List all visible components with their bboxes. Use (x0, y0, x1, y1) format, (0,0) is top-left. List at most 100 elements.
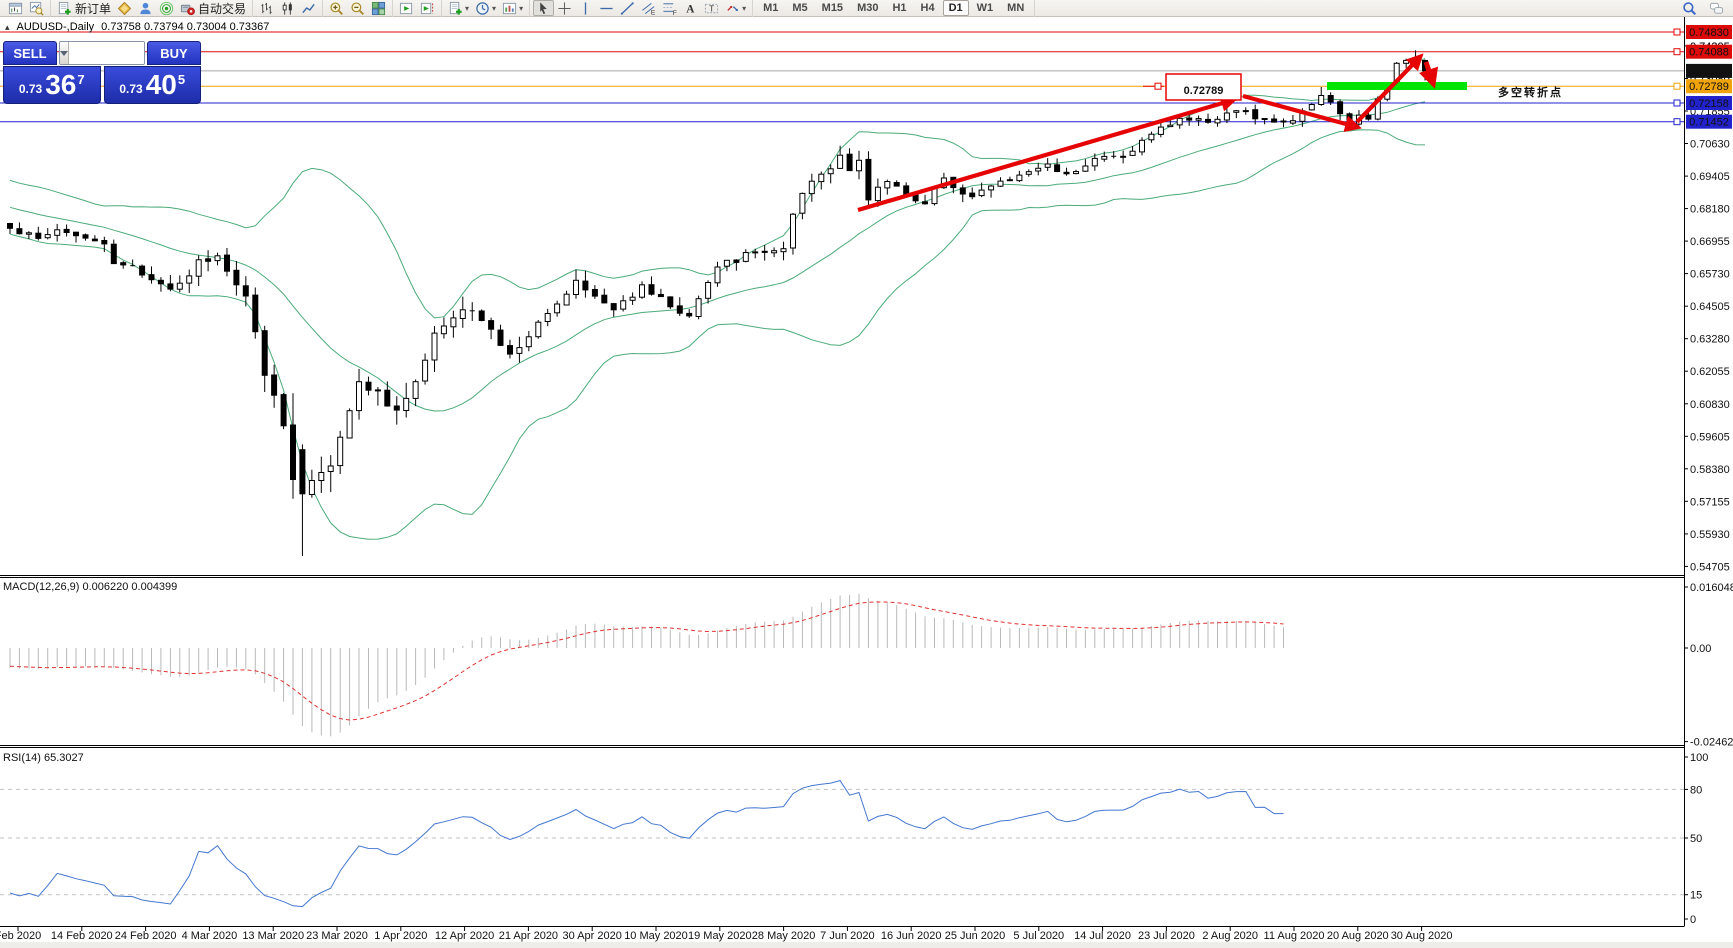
candles-chart-button[interactable] (277, 0, 298, 16)
community-icon (140, 2, 151, 14)
volume-input[interactable] (69, 42, 144, 64)
chart-ohlc: 0.73758 0.73794 0.73004 0.73367 (101, 21, 270, 33)
price-annotation-box[interactable]: 0.72789 (1143, 73, 1242, 101)
toolbar-buttons: 新订单 自动交易 ▾ ▾ ▾ E F A T ▾ M1 M5 M15 M30 H1 H4 D1 W1 MN (2, 0, 1036, 17)
search-button[interactable] (1679, 1, 1700, 17)
svg-text:2 Aug 2020: 2 Aug 2020 (1202, 930, 1258, 942)
toolbar-right-icons (1679, 0, 1727, 17)
autotrade-button[interactable]: 自动交易 (177, 0, 249, 16)
chart-header: ▴ AUDUSD-,Daily 0.73758 0.73794 0.73004 … (5, 21, 269, 33)
tile-windows-button[interactable] (368, 0, 389, 16)
chart-window-icon (8, 2, 23, 14)
svg-text:0.74088: 0.74088 (1689, 47, 1729, 59)
trendline-button[interactable] (617, 0, 638, 16)
timeframe-mn[interactable]: MN (1007, 2, 1025, 14)
timeframe-h4[interactable]: H4 (920, 2, 935, 14)
svg-text:19 May 2020: 19 May 2020 (688, 930, 752, 942)
turning-point-label[interactable]: 多空转折点 (1498, 85, 1563, 99)
chart-window-button[interactable] (5, 0, 26, 16)
pane-borders (0, 17, 1685, 927)
svg-text:0.70630: 0.70630 (1690, 139, 1730, 151)
timeframe-m5[interactable]: M5 (792, 2, 808, 14)
bars-chart-button[interactable] (256, 0, 277, 16)
auto-scroll-button[interactable] (396, 0, 417, 16)
one-click-collapse-icon[interactable]: ▴ (5, 21, 10, 32)
macd-signal-line (9, 601, 1284, 721)
gold-box-button[interactable] (114, 0, 135, 16)
support-zone-highlight[interactable] (1327, 82, 1467, 90)
zoom-in-button[interactable] (326, 0, 347, 16)
svg-text:0.74830: 0.74830 (1689, 27, 1729, 39)
bollinger-band-m (9, 101, 1426, 412)
svg-text:0.72789: 0.72789 (1689, 81, 1729, 93)
timeframe-h1[interactable]: H1 (892, 2, 907, 14)
rsi-label: RSI(14) 65.3027 (3, 752, 84, 764)
svg-text:28 May 2020: 28 May 2020 (752, 930, 816, 942)
toolbar-group-zoom (323, 0, 394, 17)
templates-button[interactable]: ▾ (499, 0, 526, 16)
svg-text:0.60830: 0.60830 (1690, 399, 1730, 411)
svg-text:4 Mar 2020: 4 Mar 2020 (182, 930, 238, 942)
svg-text:14 Jul 2020: 14 Jul 2020 (1074, 930, 1131, 942)
sell-price-main: 36 (45, 69, 77, 100)
volume-decrease-button[interactable] (60, 42, 69, 64)
buy-button[interactable]: BUY (147, 41, 201, 65)
line-chart-button[interactable] (298, 0, 319, 16)
timeframe-m30[interactable]: M30 (857, 2, 879, 14)
periods-button[interactable]: ▾ (472, 0, 499, 16)
macd-label: MACD(12,26,9) 0.006220 0.004399 (3, 581, 177, 593)
timeframe-m1[interactable]: M1 (763, 2, 779, 14)
cursor-button[interactable] (533, 0, 555, 16)
community-button[interactable] (135, 0, 156, 16)
label-button[interactable]: T (701, 0, 722, 16)
text-button[interactable]: A (680, 0, 701, 16)
svg-text:0.55930: 0.55930 (1690, 529, 1730, 541)
new-order-button[interactable]: 新订单 (54, 0, 114, 16)
chart-shift-button[interactable] (417, 0, 438, 16)
svg-text:0.68180: 0.68180 (1690, 204, 1730, 216)
chart-canvas[interactable]: 0.72789 多空转折点 MACD(12,26,9) 0.006220 0.004… (0, 17, 1733, 948)
indicators-button[interactable]: ▾ (445, 0, 472, 16)
horizontal-line-objects[interactable] (0, 28, 1684, 126)
timeframe-w1[interactable]: W1 (976, 2, 994, 14)
data-preview-icon (29, 1, 44, 16)
svg-text:20 Aug 2020: 20 Aug 2020 (1327, 930, 1389, 942)
hline-button[interactable] (596, 0, 617, 16)
svg-text:0.57155: 0.57155 (1690, 496, 1730, 508)
svg-text:5 Jul 2020: 5 Jul 2020 (1013, 930, 1064, 942)
buy-price[interactable]: 0.73 40 5 (103, 66, 201, 104)
arrows-button[interactable]: ▾ (722, 0, 749, 16)
svg-text:0.00: 0.00 (1690, 643, 1711, 655)
sell-price[interactable]: 0.73 36 7 (3, 66, 101, 104)
sell-button[interactable]: SELL (3, 41, 57, 65)
toolbar-group-add: ▾ ▾ ▾ (442, 0, 531, 17)
zoom-out-button[interactable] (347, 0, 368, 16)
svg-text:80: 80 (1690, 784, 1702, 796)
crosshair-button[interactable] (554, 0, 575, 16)
new-order-icon (449, 1, 462, 15)
trend-arrow-annotations[interactable] (857, 53, 1439, 213)
chart-title: AUDUSD-,Daily (16, 21, 95, 33)
vline-button[interactable] (575, 0, 596, 16)
timeframe-d1[interactable]: D1 (942, 0, 969, 16)
signals-button[interactable] (156, 0, 177, 16)
channel-button[interactable]: E (638, 0, 659, 16)
data-preview-button[interactable] (26, 0, 47, 16)
svg-text:E: E (651, 9, 656, 15)
chart-shift-icon (420, 2, 434, 14)
fibonacci-button[interactable]: F (659, 0, 680, 16)
svg-text:1 Apr 2020: 1 Apr 2020 (374, 930, 427, 942)
svg-text:10 May 2020: 10 May 2020 (624, 930, 688, 942)
auto-scroll-icon (399, 2, 413, 14)
chart-background (0, 17, 1733, 948)
timeframe-m15[interactable]: M15 (821, 2, 844, 14)
gold-box-icon (117, 1, 132, 15)
svg-text:0.016048: 0.016048 (1690, 582, 1733, 594)
chart-window[interactable]: 0.72789 多空转折点 MACD(12,26,9) 0.006220 0.004… (0, 17, 1733, 948)
arrows-icon (727, 5, 738, 11)
chat-button[interactable] (1706, 1, 1727, 17)
price-scale[interactable]: 0.743050.730800.718550.706300.694050.681… (1684, 25, 1733, 926)
macd-pane: MACD(12,26,9) 0.006220 0.004399 (3, 581, 1284, 737)
